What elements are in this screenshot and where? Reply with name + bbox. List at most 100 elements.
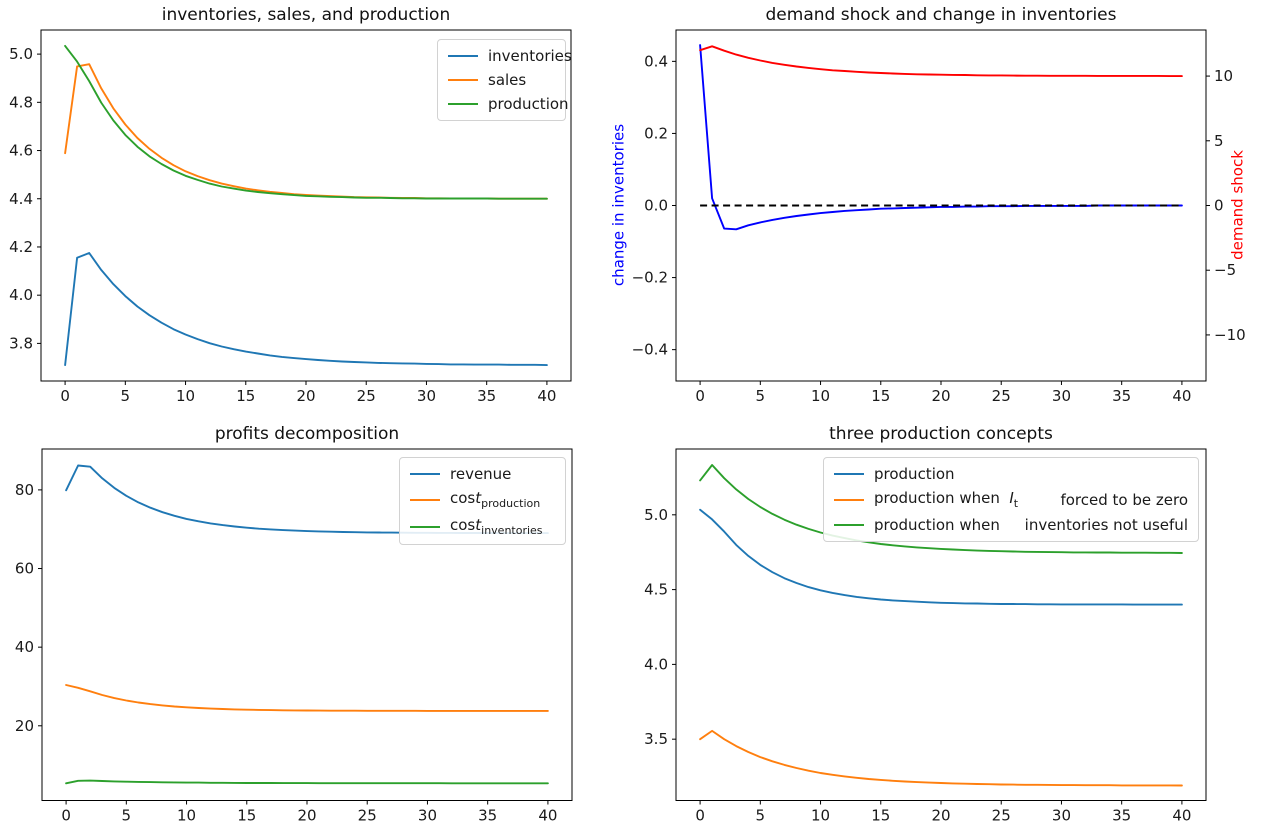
x-tick-label: 25 (992, 387, 1011, 405)
x-tick-label: 30 (1052, 807, 1071, 825)
x-tick-label: 30 (418, 807, 437, 825)
legend-label: costproduction (450, 489, 541, 510)
legend-entry: production when It forced to be zero (834, 489, 1188, 510)
y-tick-label: −0.2 (632, 269, 668, 287)
right-axis-label: demand shock (1228, 149, 1246, 260)
y-tick-label: 5.0 (644, 506, 668, 524)
axes-frame (675, 448, 1207, 801)
y-tick-label: 4.5 (644, 581, 668, 599)
x-tick-label: 25 (358, 807, 377, 825)
y-tick-label: 0.2 (644, 124, 668, 142)
y-tick-label: 40 (15, 638, 34, 656)
legend-label-right: inventories not useful (1024, 516, 1188, 534)
x-tick-label: 0 (60, 387, 70, 405)
x-tick-label: 35 (478, 807, 497, 825)
x-tick-label: 25 (357, 387, 376, 405)
legend-line-sample (410, 473, 440, 475)
series-line-cost-inventories (65, 779, 549, 785)
x-tick-label: 10 (176, 387, 195, 405)
x-tick-label: 20 (931, 807, 950, 825)
x-tick-label: 40 (1172, 387, 1191, 405)
legend-label: costinventories (450, 516, 543, 537)
y-tick-label: 20 (15, 717, 34, 735)
series-line-change-in-inventories (699, 44, 1183, 231)
x-tick-label: 10 (811, 807, 830, 825)
x-tick-label: 15 (871, 807, 890, 825)
y-tick-label: 4.6 (9, 142, 33, 160)
legend-box: inventories sales production (437, 39, 572, 121)
legend-label: production when It (874, 489, 1019, 510)
right-y-tick-label: 10 (1214, 67, 1233, 85)
axes-frame (675, 29, 1207, 382)
chart-title-demand-shock: demand shock and change in inventories (765, 5, 1117, 25)
y-tick-label: 3.8 (9, 334, 33, 352)
x-tick-label: 35 (477, 387, 496, 405)
right-y-tick-label: 5 (1214, 132, 1224, 150)
subplot-profits-decomposition: profits decomposition 0 5 10 15 20 25 30 35 40 20… (0, 417, 636, 834)
subplot-three-production-concepts: three production concepts 0 5 10 15 20 25 30 35… (636, 417, 1272, 834)
left-axis-label: change in inventories (609, 123, 627, 286)
legend-line-sample (448, 103, 478, 105)
x-tick-label: 15 (871, 387, 890, 405)
legend-box: production production when It forced to be… (823, 457, 1199, 542)
x-tick-label: 20 (297, 807, 316, 825)
x-tick-label: 5 (121, 387, 131, 405)
legend-box: revenue costproduction costinventories (399, 457, 566, 545)
y-tick-label: 5.0 (9, 45, 33, 63)
chart-title-inventories-sales-production: inventories, sales, and production (161, 5, 451, 25)
legend-entry: costinventories (410, 516, 555, 537)
y-tick-label: 0.0 (644, 197, 668, 215)
y-tick-label: 4.2 (9, 238, 33, 256)
x-tick-label: 30 (417, 387, 436, 405)
legend-entry: production (448, 95, 569, 113)
x-tick-label: 5 (756, 387, 766, 405)
y-tick-label: 4.4 (9, 190, 33, 208)
right-y-tick-label: 0 (1214, 197, 1224, 215)
legend-line-sample (448, 79, 478, 81)
x-tick-label: 0 (61, 807, 71, 825)
plot-canvas-inventories-sales-production: 0 5 10 15 20 25 30 35 40 3.8 4.0 4.2 4.4 4.6 4.8 5.0 (9, 29, 572, 405)
x-tick-label: 30 (1052, 387, 1071, 405)
subplot-inventories-sales-production: inventories, sales, and production 0 5 10 1… (0, 0, 636, 417)
legend-entry: sales (448, 71, 555, 89)
x-tick-label: 10 (177, 807, 196, 825)
legend-line-sample (410, 525, 440, 528)
subplot-demand-shock-change-in-inventories: demand shock and change in inventories 0… (609, 0, 1272, 417)
legend-line-sample (834, 498, 864, 501)
legend-line-sample (834, 473, 864, 475)
x-tick-label: 5 (122, 807, 132, 825)
plot-canvas-three-production-concepts: 0 5 10 15 20 25 30 35 40 3.5 4.0 4.5 5.0 (644, 448, 1207, 825)
series-line-production-when-i-t-forced-to-be-zero (699, 729, 1183, 787)
x-tick-label: 35 (1112, 807, 1131, 825)
plot-canvas-profits-decomposition: 0 5 10 15 20 25 30 35 40 20 40 60 80 (15, 448, 573, 825)
legend-label: revenue (450, 465, 512, 483)
legend-line-sample (834, 524, 864, 526)
right-y-tick-label: −10 (1214, 326, 1246, 344)
y-tick-label: 4.0 (9, 286, 33, 304)
chart-title-three-production-concepts: three production concepts (829, 424, 1053, 444)
series-line-production (699, 508, 1183, 606)
x-tick-label: 35 (1112, 387, 1131, 405)
y-tick-label: 0.4 (644, 52, 668, 70)
x-tick-label: 15 (237, 807, 256, 825)
x-tick-label: 0 (695, 807, 705, 825)
legend-entry: inventories (448, 47, 572, 65)
x-tick-label: 40 (1172, 807, 1191, 825)
legend-label: sales (488, 71, 527, 89)
x-tick-label: 25 (992, 807, 1011, 825)
legend-label: production (488, 95, 569, 113)
x-tick-label: 20 (931, 387, 950, 405)
y-tick-label: 4.0 (644, 655, 668, 673)
legend-entry: costproduction (410, 489, 555, 510)
x-tick-label: 10 (811, 387, 830, 405)
y-tick-label: 60 (15, 560, 34, 578)
x-tick-label: 40 (537, 387, 556, 405)
y-tick-label: 4.8 (9, 93, 33, 111)
x-tick-label: 15 (236, 387, 255, 405)
legend-entry: revenue (410, 465, 555, 483)
legend-label: inventories (488, 47, 572, 65)
axes-frame (40, 29, 572, 382)
x-tick-label: 0 (695, 387, 705, 405)
legend-line-sample (410, 498, 440, 501)
